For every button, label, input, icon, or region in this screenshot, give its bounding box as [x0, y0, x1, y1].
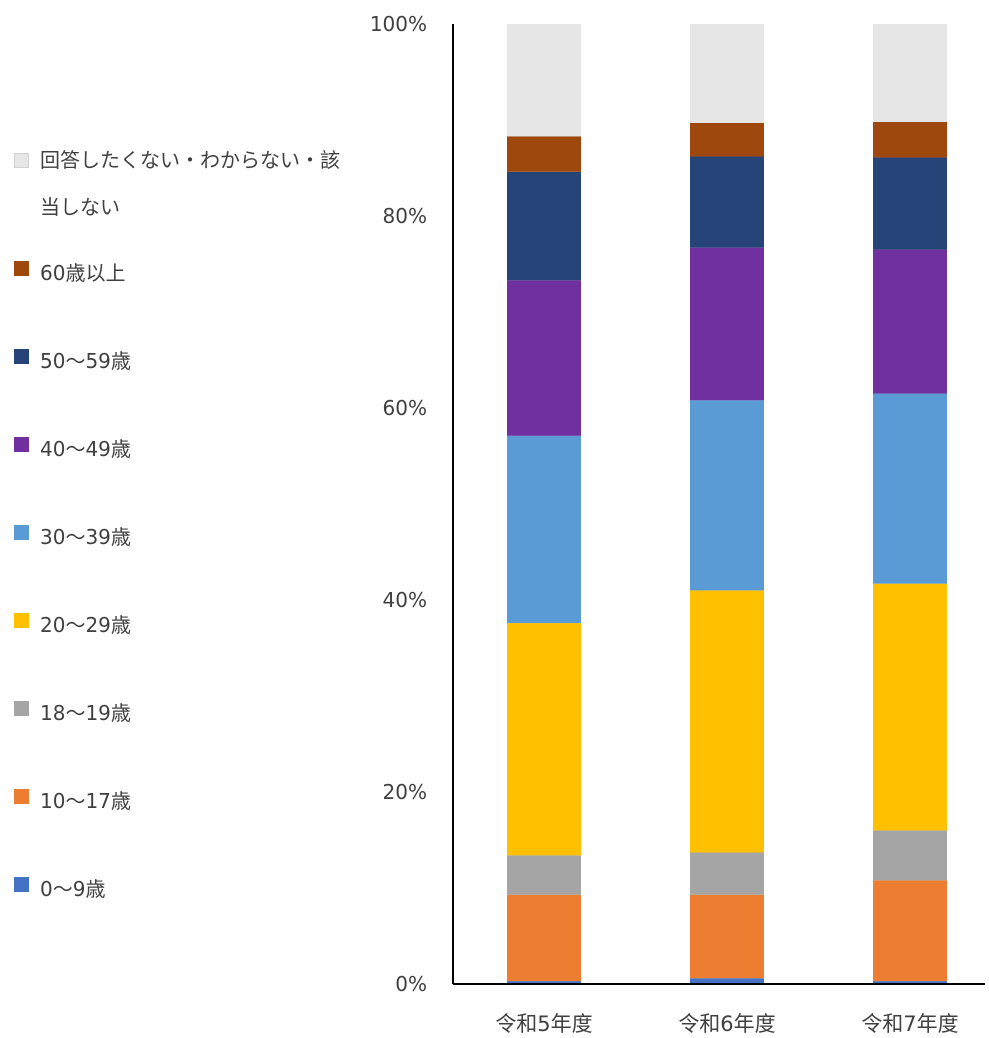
- bar-segment: [507, 894, 581, 982]
- legend-label: 10〜17歳: [40, 789, 131, 813]
- legend-swatch: [14, 349, 29, 364]
- legend-item-50-59: 50〜59歳: [14, 336, 344, 424]
- bar-segment: [690, 978, 764, 984]
- bar-segment: [690, 590, 764, 853]
- bar-segment: [873, 249, 947, 394]
- legend-label: 回答したくない・わからない・該当しない: [40, 148, 340, 219]
- legend-item-0-9: 0〜9歳: [14, 864, 344, 952]
- x-tick-label: 令和5年度: [495, 1012, 592, 1036]
- y-tick-label: 80%: [383, 204, 427, 228]
- bar-segment: [873, 157, 947, 250]
- legend-label: 40〜49歳: [40, 437, 131, 461]
- bar-segment: [507, 623, 581, 856]
- y-tick-label: 60%: [383, 396, 427, 420]
- bar-segment: [690, 400, 764, 591]
- legend-item-30-39: 30〜39歳: [14, 512, 344, 600]
- bar-segment: [507, 24, 581, 137]
- bar-segment: [507, 435, 581, 624]
- legend-label: 60歳以上: [40, 261, 126, 285]
- bar-segment: [873, 393, 947, 584]
- bar-segment: [690, 247, 764, 401]
- legend-swatch: [14, 701, 29, 716]
- y-tick-label: 20%: [383, 780, 427, 804]
- legend-item-10-17: 10〜17歳: [14, 776, 344, 864]
- legend-swatch: [14, 261, 29, 276]
- bar-segment: [690, 122, 764, 157]
- bar-segment: [873, 981, 947, 984]
- bar-segment: [873, 830, 947, 881]
- bar-segment: [507, 855, 581, 895]
- legend-label: 30〜39歳: [40, 525, 131, 549]
- legend-item-20-29: 20〜29歳: [14, 600, 344, 688]
- y-tick-label: 0%: [395, 972, 427, 996]
- bar-segment: [690, 894, 764, 979]
- legend: 回答したくない・わからない・該当しない 60歳以上 50〜59歳 40〜49歳 …: [14, 140, 344, 952]
- legend-item-60-plus: 60歳以上: [14, 248, 344, 336]
- legend-item-18-19: 18〜19歳: [14, 688, 344, 776]
- bar-segment: [690, 24, 764, 123]
- legend-swatch: [14, 877, 29, 892]
- legend-label: 50〜59歳: [40, 349, 131, 373]
- legend-swatch: [14, 613, 29, 628]
- bar-segment: [507, 171, 581, 281]
- legend-item-no-answer: 回答したくない・わからない・該当しない: [14, 140, 344, 248]
- bar-segment: [690, 156, 764, 248]
- legend-label: 0〜9歳: [40, 877, 106, 901]
- legend-item-40-49: 40〜49歳: [14, 424, 344, 512]
- bar-segment: [873, 121, 947, 158]
- y-tick-label: 100%: [370, 12, 427, 36]
- x-tick-label: 令和6年度: [678, 1012, 775, 1036]
- legend-label: 20〜29歳: [40, 613, 131, 637]
- y-tick-label: 40%: [383, 588, 427, 612]
- bar-segment: [507, 280, 581, 436]
- legend-swatch: [14, 153, 29, 168]
- legend-swatch: [14, 789, 29, 804]
- legend-swatch: [14, 525, 29, 540]
- bar-segment: [873, 583, 947, 831]
- bar-segment: [873, 880, 947, 982]
- bar-segment: [690, 852, 764, 895]
- x-tick-label: 令和7年度: [861, 1012, 958, 1036]
- bar-segment: [507, 136, 581, 172]
- bar-segment: [873, 24, 947, 122]
- bar-segment: [507, 981, 581, 984]
- legend-label: 18〜19歳: [40, 701, 131, 725]
- legend-swatch: [14, 437, 29, 452]
